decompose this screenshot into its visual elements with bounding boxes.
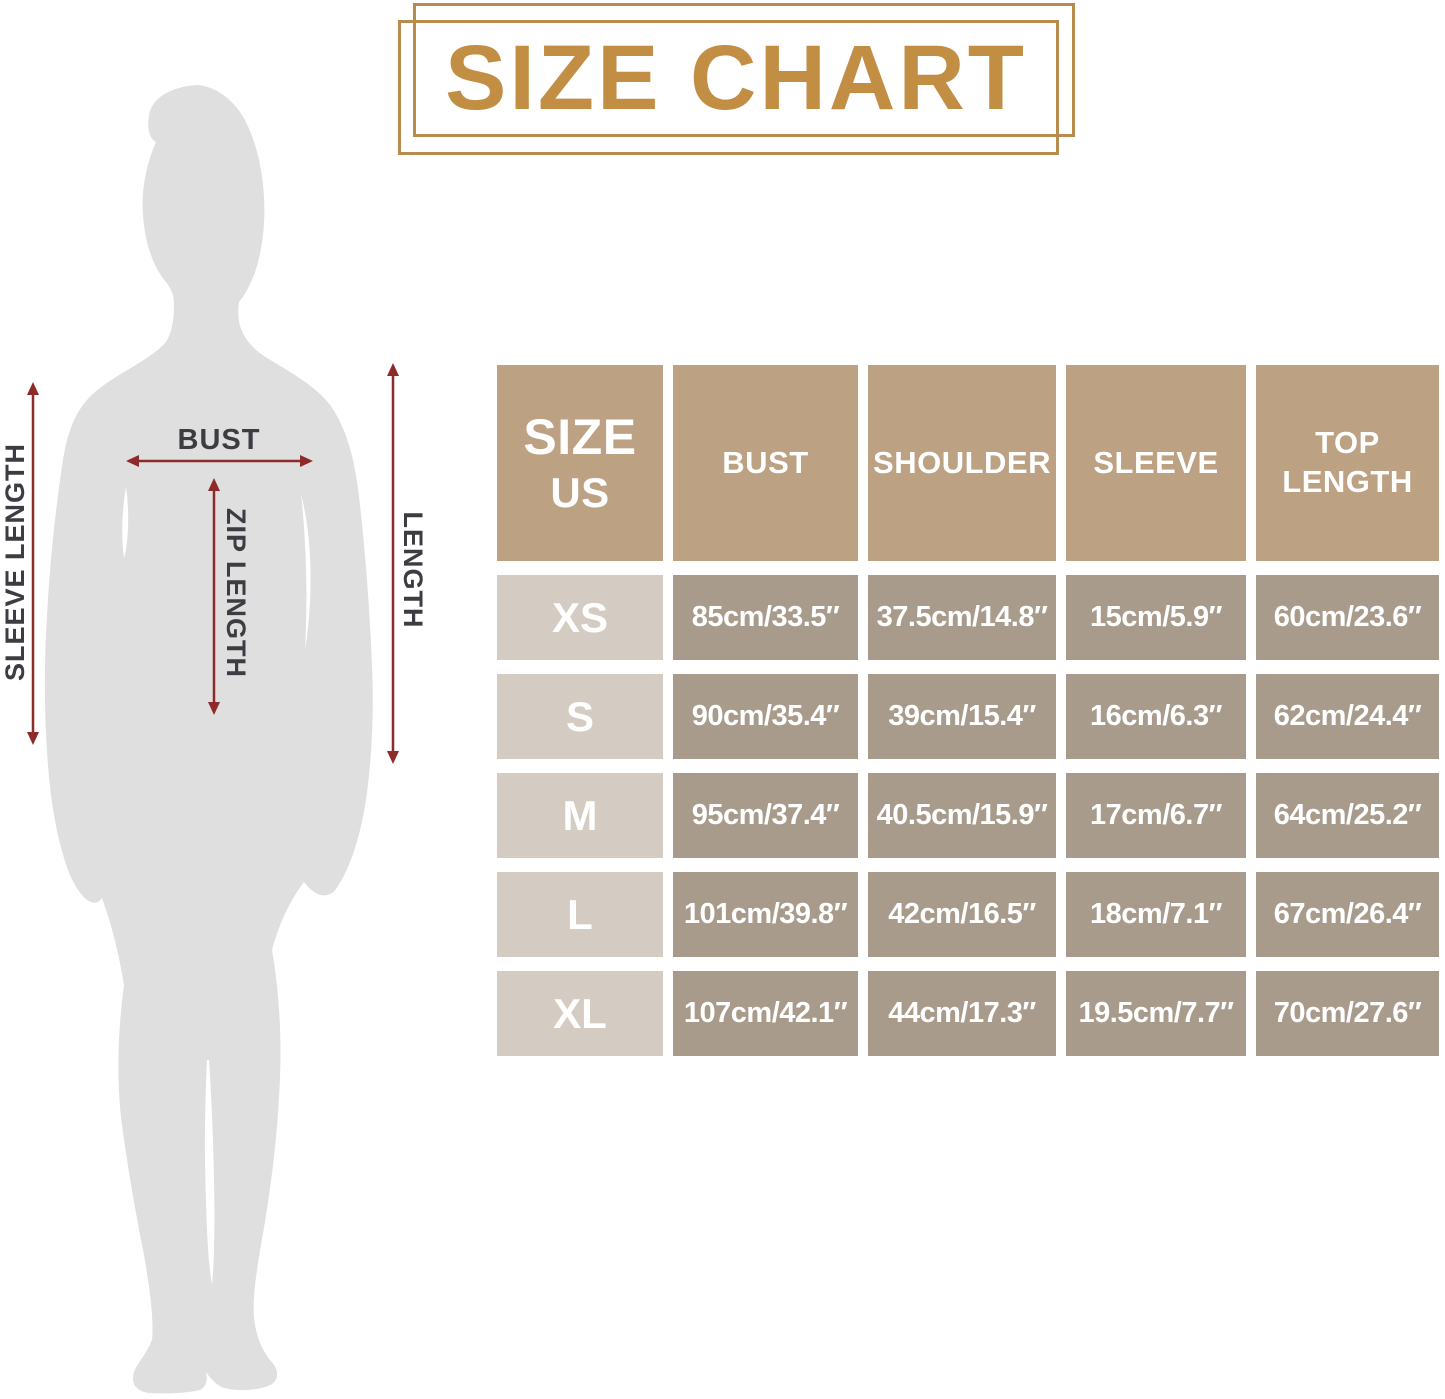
- size-table: SIZE US BUST SHOULDER SLEEVE TOP LENGTH …: [497, 365, 1439, 1056]
- zip-length-label: ZIP LENGTH: [221, 507, 251, 678]
- table-cell: 70cm/27.6″: [1256, 971, 1439, 1056]
- table-cell: 90cm/35.4″: [673, 674, 858, 759]
- table-header-top-length: TOP LENGTH: [1256, 365, 1439, 561]
- size-cell-xl: XL: [497, 971, 663, 1056]
- zip-length-arrow: [208, 478, 220, 715]
- table-cell: 42cm/16.5″: [868, 872, 1056, 957]
- title-border-inner: [398, 20, 1059, 155]
- table-cell: 101cm/39.8″: [673, 872, 858, 957]
- right-arm-highlight: [301, 494, 311, 650]
- table-cell: 60cm/23.6″: [1256, 575, 1439, 660]
- size-cell-s: S: [497, 674, 663, 759]
- table-cell: 17cm/6.7″: [1066, 773, 1246, 858]
- size-cell-m: M: [497, 773, 663, 858]
- table-cell: 85cm/33.5″: [673, 575, 858, 660]
- table-cell: 37.5cm/14.8″: [868, 575, 1056, 660]
- title-border-outer: [413, 3, 1075, 137]
- table-header-bust: BUST: [673, 365, 858, 561]
- bust-arrow: [126, 455, 313, 467]
- table-cell: 19.5cm/7.7″: [1066, 971, 1246, 1056]
- sleeve-length-arrow: [27, 382, 39, 745]
- table-header-size-label: SIZE: [523, 409, 637, 465]
- table-cell: 62cm/24.4″: [1256, 674, 1439, 759]
- table-cell: 95cm/37.4″: [673, 773, 858, 858]
- table-cell: 18cm/7.1″: [1066, 872, 1246, 957]
- table-header-shoulder: SHOULDER: [868, 365, 1056, 561]
- table-cell: 40.5cm/15.9″: [868, 773, 1056, 858]
- table-cell: 39cm/15.4″: [868, 674, 1056, 759]
- table-cell: 44cm/17.3″: [868, 971, 1056, 1056]
- table-header-sleeve: SLEEVE: [1066, 365, 1246, 561]
- table-header-top-length-label: TOP LENGTH: [1282, 425, 1413, 499]
- page-title: SIZE CHART: [445, 27, 1027, 129]
- table-cell: 107cm/42.1″: [673, 971, 858, 1056]
- table-cell: 64cm/25.2″: [1256, 773, 1439, 858]
- table-cell: 16cm/6.3″: [1066, 674, 1246, 759]
- table-header-size: SIZE US: [497, 365, 663, 561]
- size-cell-l: L: [497, 872, 663, 957]
- length-label: LENGTH: [398, 511, 428, 629]
- table-cell: 15cm/5.9″: [1066, 575, 1246, 660]
- body-silhouette: [44, 85, 373, 1394]
- length-arrow: [387, 363, 399, 764]
- left-arm-highlight: [122, 487, 129, 558]
- bust-label: BUST: [177, 424, 261, 456]
- size-cell-xs: XS: [497, 575, 663, 660]
- table-header-size-region: US: [550, 469, 610, 516]
- sleeve-length-label: SLEEVE LENGTH: [0, 442, 30, 682]
- table-cell: 67cm/26.4″: [1256, 872, 1439, 957]
- leg-gap-highlight: [204, 1060, 215, 1285]
